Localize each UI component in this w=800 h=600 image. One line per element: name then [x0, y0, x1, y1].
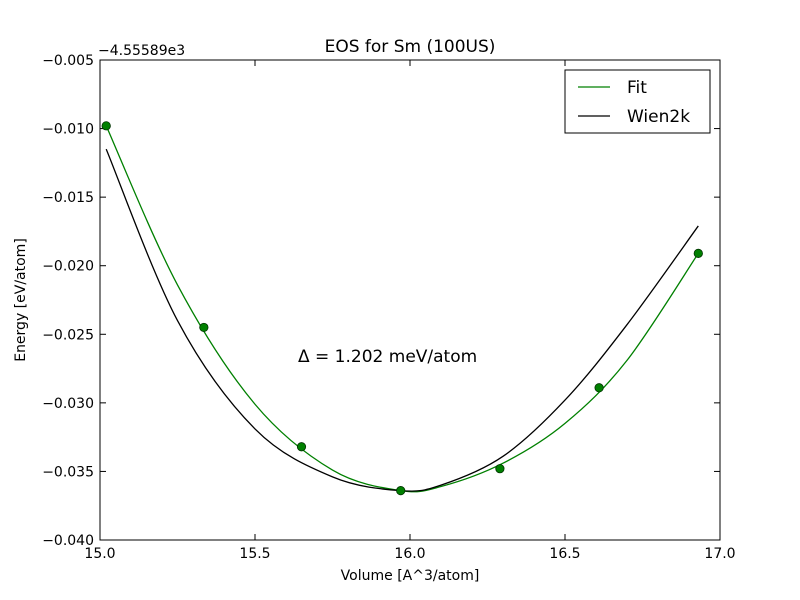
y-tick-label: −0.030: [42, 396, 94, 412]
x-tick-label: 15.5: [239, 546, 270, 562]
y-tick-label: −0.010: [42, 122, 94, 138]
y-axis-label: Energy [eV/atom]: [13, 238, 29, 362]
legend: Fit Wien2k: [564, 69, 711, 134]
y-tick-label: −0.040: [42, 533, 94, 549]
legend-box: [564, 69, 711, 134]
y-tick-label: −0.035: [42, 464, 94, 480]
data-point: [296, 442, 307, 452]
x-axis-label: Volume [A^3/atom]: [341, 568, 480, 584]
y-tick-label: −0.020: [42, 259, 94, 275]
data-point: [693, 248, 703, 258]
data-point: [495, 464, 505, 474]
delta-annotation: Δ = 1.202 meV/atom: [298, 347, 477, 367]
y-axis-ticks: −0.005 −0.010 −0.015 −0.020 −0.025 −0.030 −0.0…: [42, 53, 720, 549]
x-tick-label: 16.5: [549, 546, 580, 562]
chart-title: EOS for Sm (100US): [325, 37, 496, 57]
legend-label-fit: Fit: [627, 78, 647, 98]
x-tick-label: 17.0: [704, 546, 735, 562]
y-tick-label: −0.005: [42, 53, 94, 69]
x-axis-ticks: 15.0 15.5 16.0 16.5 17.0: [84, 60, 736, 562]
plot-area: [99, 59, 721, 541]
x-tick-label: 15.0: [84, 546, 115, 562]
data-point: [199, 322, 209, 333]
legend-label-wien2k: Wien2k: [627, 107, 690, 127]
data-point: [594, 383, 604, 393]
y-tick-label: −0.015: [42, 190, 94, 206]
data-point: [396, 486, 406, 496]
data-points-layer: [101, 121, 703, 496]
y-tick-label: −0.025: [42, 327, 94, 343]
data-point: [101, 121, 111, 131]
series-line-wien2k: [105, 148, 699, 492]
y-offset-label: −4.55589e3: [98, 43, 185, 59]
x-tick-label: 16.0: [394, 546, 425, 562]
